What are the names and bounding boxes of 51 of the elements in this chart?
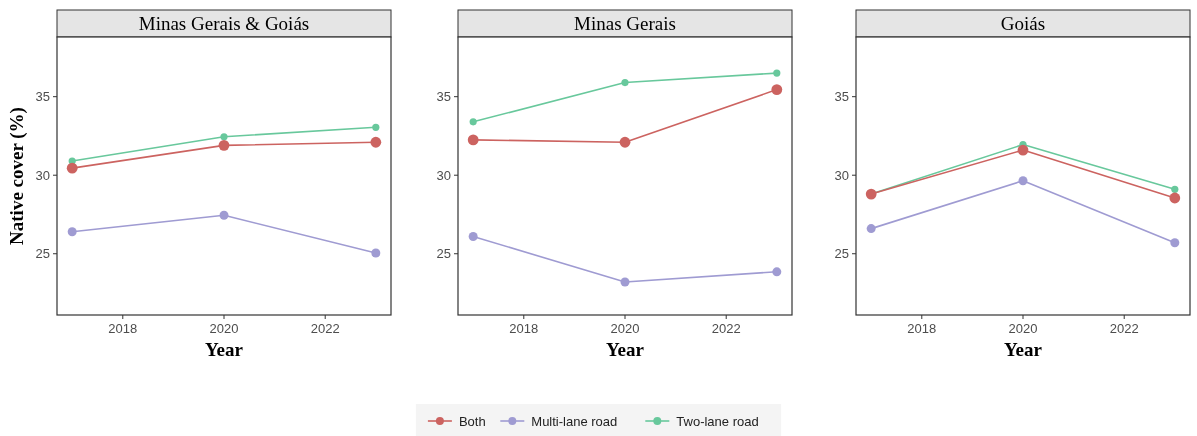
point xyxy=(220,133,228,141)
point xyxy=(372,123,380,131)
x-tick-label: 2018 xyxy=(108,321,138,336)
x-tick-label: 2022 xyxy=(310,321,340,336)
point xyxy=(771,84,783,96)
point xyxy=(371,248,381,258)
x-tick-label: 2020 xyxy=(610,321,640,336)
point xyxy=(468,231,478,241)
y-tick-label: 30 xyxy=(35,167,50,183)
point xyxy=(469,118,477,126)
point xyxy=(866,224,876,234)
point xyxy=(1170,238,1180,248)
y-tick-label: 25 xyxy=(834,246,849,262)
chart-title: Minas Gerais & Goiás xyxy=(138,13,310,34)
x-tick-label: 2022 xyxy=(1109,321,1139,336)
point xyxy=(1169,192,1181,204)
y-tick-label: 35 xyxy=(436,89,451,105)
point xyxy=(66,162,78,174)
point xyxy=(467,134,479,146)
point xyxy=(620,277,630,287)
point xyxy=(773,69,781,77)
y-tick-label: 30 xyxy=(834,167,849,183)
point xyxy=(621,78,629,87)
point xyxy=(67,227,77,237)
point xyxy=(218,139,230,151)
y-tick-label: 30 xyxy=(436,167,451,183)
x-tick-label: 2018 xyxy=(509,321,539,336)
chart-title: Goiás xyxy=(1000,13,1046,34)
point xyxy=(619,136,631,148)
point xyxy=(1017,144,1029,156)
point xyxy=(1171,185,1179,193)
y-tick-label: 35 xyxy=(35,89,50,105)
x-tick-label: 2022 xyxy=(711,321,741,336)
y-axis-title: Native cover (%) xyxy=(6,107,28,245)
y-tick-label: 35 xyxy=(834,89,849,105)
x-axis-title: Year xyxy=(205,339,244,360)
y-tick-label: 25 xyxy=(35,246,50,262)
point xyxy=(219,210,229,220)
point xyxy=(1018,176,1028,186)
legend-label: Two-lane road xyxy=(676,414,759,429)
legend-label: Multi-lane road xyxy=(531,414,618,429)
point xyxy=(772,267,782,277)
x-axis-title: Year xyxy=(606,339,645,360)
x-tick-label: 2020 xyxy=(209,321,239,336)
x-axis-title: Year xyxy=(1004,339,1043,360)
chart-title: Minas Gerais xyxy=(574,13,676,34)
y-tick-label: 25 xyxy=(436,246,451,262)
x-tick-label: 2020 xyxy=(1008,321,1038,336)
x-tick-label: 2018 xyxy=(907,321,937,336)
legend-label: Both xyxy=(458,414,486,429)
point xyxy=(370,136,382,148)
